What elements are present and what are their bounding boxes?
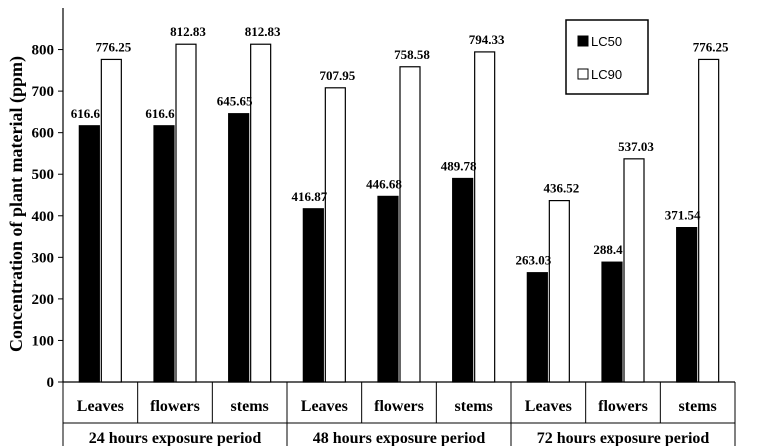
- group-label: 72 hours exposure period: [537, 430, 710, 446]
- bar-lc90: [250, 43, 272, 383]
- y-tick-label: 200: [32, 292, 55, 308]
- bar-lc50: [452, 177, 474, 383]
- bar-lc50: [601, 261, 623, 383]
- data-label-lc90: 812.83: [170, 24, 206, 39]
- group-labels: 24 hours exposure period 48 hours exposur…: [89, 430, 710, 446]
- category-label: Leaves: [77, 398, 124, 415]
- bar-lc50: [676, 227, 698, 383]
- category-label: Leaves: [525, 398, 572, 415]
- group-label: 48 hours exposure period: [313, 430, 486, 446]
- data-label-lc50: 645.65: [217, 94, 253, 109]
- data-label-lc50: 288.4: [593, 242, 623, 257]
- bar-lc90: [698, 58, 720, 383]
- bar-lc90: [474, 51, 496, 383]
- category-label: flowers: [598, 398, 648, 415]
- category-label: Leaves: [301, 398, 348, 415]
- y-tick-label: 600: [32, 126, 55, 142]
- y-axis-label: Concentration of plant material (ppm): [6, 56, 27, 352]
- bar-lc90: [100, 58, 122, 383]
- data-label-lc50: 446.68: [366, 176, 402, 191]
- data-label-lc50: 616.6: [145, 106, 175, 121]
- y-tick-label: 100: [32, 333, 55, 349]
- y-tick-label: 500: [32, 167, 55, 183]
- data-label-lc50: 371.54: [665, 208, 701, 223]
- bar-lc50: [153, 125, 175, 383]
- legend-swatch-lc50: [577, 35, 589, 47]
- data-label-lc90: 776.25: [693, 39, 729, 54]
- data-labels: 616.6 776.25 616.6 812.83 645.65 812.83 416.87…: [71, 24, 729, 267]
- legend-box: [565, 19, 649, 95]
- data-label-lc90: 758.58: [394, 47, 430, 62]
- axes: [62, 8, 736, 446]
- category-label: flowers: [150, 398, 200, 415]
- bar-lc50: [228, 113, 250, 383]
- bar-lc50: [526, 272, 548, 383]
- data-label-lc90: 794.33: [469, 32, 505, 47]
- bar-lc90: [175, 43, 197, 383]
- y-tick-label: 700: [32, 84, 55, 100]
- y-tick-label: 400: [32, 209, 55, 225]
- y-ticks: 0 100 200 300 400 500 600 700 800: [32, 43, 63, 391]
- data-label-lc90: 707.95: [319, 68, 355, 83]
- data-label-lc50: 416.87: [291, 189, 327, 204]
- bar-lc90: [324, 87, 346, 383]
- category-label: stems: [679, 398, 717, 415]
- data-label-lc90: 537.03: [618, 139, 654, 154]
- legend-swatch-lc90: [577, 68, 589, 80]
- y-tick-label: 300: [32, 250, 55, 266]
- bar-lc90: [623, 158, 645, 383]
- data-label-lc90: 436.52: [543, 181, 579, 196]
- bar-lc50: [377, 195, 399, 383]
- y-tick-label: 800: [32, 43, 55, 59]
- bar-lc90: [548, 200, 570, 383]
- category-label: stems: [231, 398, 269, 415]
- legend-label-lc50: LC50: [591, 34, 622, 49]
- category-label: flowers: [374, 398, 424, 415]
- bar-lc50: [78, 125, 100, 383]
- data-label-lc50: 263.03: [515, 253, 551, 268]
- legend: LC50 LC90: [565, 19, 649, 95]
- legend-label-lc90: LC90: [591, 67, 622, 82]
- bar-lc90: [399, 66, 421, 383]
- bars: [78, 43, 720, 383]
- group-label: 24 hours exposure period: [89, 430, 262, 446]
- data-label-lc90: 776.25: [95, 39, 131, 54]
- data-label-lc50: 616.6: [71, 106, 101, 121]
- category-label: stems: [455, 398, 493, 415]
- category-labels: Leaves flowers stems Leaves flowers stems Leav…: [77, 398, 717, 415]
- data-label-lc90: 812.83: [245, 24, 281, 39]
- bar-lc50: [302, 208, 324, 383]
- data-label-lc50: 489.78: [441, 158, 477, 173]
- y-tick-label: 0: [47, 375, 55, 391]
